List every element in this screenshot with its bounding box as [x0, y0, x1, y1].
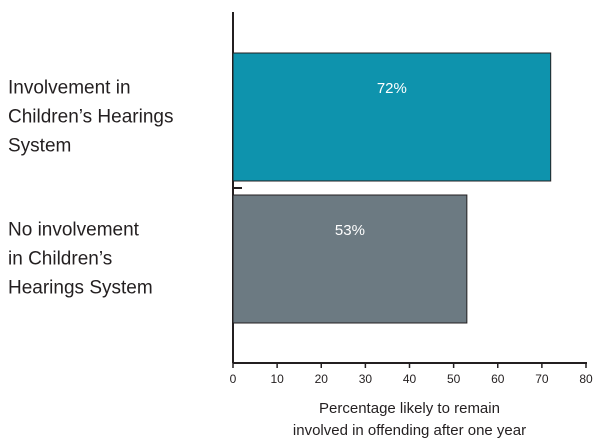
x-tick-label: 70 [535, 372, 549, 386]
x-axis-label: Percentage likely to remain involved in … [292, 400, 527, 439]
x-tick-label: 30 [359, 372, 373, 386]
bar [232, 52, 552, 182]
x-tick-label: 20 [315, 372, 329, 386]
x-tick-label: 80 [579, 372, 593, 386]
x-tick-label: 0 [230, 372, 237, 386]
value-label: 72% [377, 80, 407, 97]
bar [232, 194, 468, 324]
x-tick-label: 50 [447, 372, 461, 386]
y-tick-label: Involvement in Children’s Hearings Syste… [8, 77, 174, 157]
x-tick-label: 60 [491, 372, 505, 386]
y-tick-label: No involvement in Children’s Hearings Sy… [8, 219, 153, 299]
x-tick-label: 40 [403, 372, 417, 386]
value-label: 53% [335, 222, 365, 239]
x-tick-label: 10 [270, 372, 284, 386]
